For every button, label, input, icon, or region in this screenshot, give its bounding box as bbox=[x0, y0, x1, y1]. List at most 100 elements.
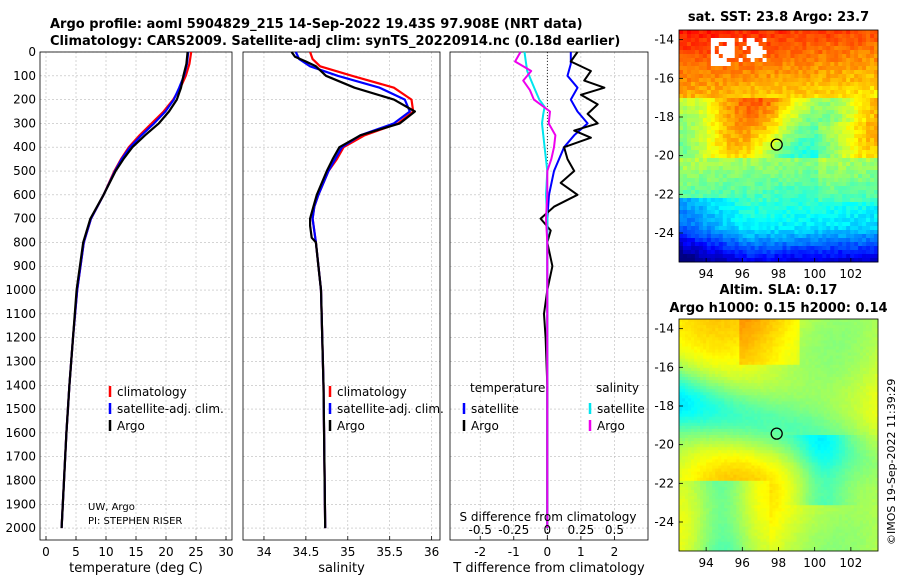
map-cell bbox=[874, 110, 879, 115]
map-cell bbox=[862, 322, 867, 326]
map-cell bbox=[865, 398, 870, 402]
map-cell bbox=[758, 226, 763, 231]
map-cell bbox=[798, 258, 803, 263]
map-cell bbox=[790, 246, 795, 251]
map-cell bbox=[706, 138, 712, 143]
map-cell bbox=[748, 346, 752, 350]
map-cell bbox=[806, 242, 811, 247]
map-cell bbox=[748, 395, 752, 399]
map-cell bbox=[686, 42, 692, 47]
map-cell bbox=[874, 337, 879, 341]
map-cell bbox=[874, 190, 879, 195]
map-cell bbox=[721, 328, 725, 332]
map-cell bbox=[854, 170, 859, 175]
map-cell bbox=[802, 94, 807, 99]
map-cell bbox=[750, 162, 756, 167]
map-cell bbox=[766, 325, 770, 329]
map-cell bbox=[702, 162, 708, 167]
map-cell bbox=[757, 398, 761, 402]
map-cell bbox=[682, 380, 686, 384]
map-cell bbox=[679, 126, 684, 131]
map-cell bbox=[762, 114, 767, 119]
map-cell bbox=[850, 78, 855, 83]
map-cell bbox=[766, 254, 771, 259]
map-cell bbox=[769, 383, 773, 387]
map-cell bbox=[714, 242, 720, 247]
salinity-diff-tick-label: -0.25 bbox=[498, 523, 529, 537]
map-cell bbox=[739, 361, 743, 366]
map-cell bbox=[710, 58, 716, 63]
map-cell bbox=[754, 250, 759, 255]
map-cell bbox=[826, 146, 831, 151]
map-cell bbox=[770, 78, 775, 83]
map-cell bbox=[763, 380, 767, 384]
map-cell bbox=[784, 373, 788, 378]
map-cell bbox=[787, 349, 791, 353]
map-cell bbox=[679, 90, 684, 95]
map-cell bbox=[778, 210, 783, 215]
map-cell bbox=[694, 206, 700, 211]
map-cell bbox=[686, 30, 692, 35]
x-tick-label: 35.5 bbox=[376, 545, 403, 559]
map-cell bbox=[722, 106, 728, 111]
map-cell bbox=[870, 250, 875, 255]
map-cell bbox=[814, 246, 819, 251]
map-cell bbox=[742, 86, 748, 91]
map-cell bbox=[702, 142, 708, 147]
map-cell bbox=[806, 86, 811, 91]
map-cell bbox=[754, 254, 759, 259]
map-cell bbox=[794, 102, 799, 107]
map-cell bbox=[690, 230, 696, 235]
map-cell bbox=[802, 206, 807, 211]
map-cell bbox=[865, 322, 870, 326]
map-cell bbox=[758, 186, 763, 191]
map-cell bbox=[710, 190, 716, 195]
map-cell bbox=[820, 358, 825, 363]
map-cell bbox=[874, 328, 879, 332]
map-cell bbox=[758, 166, 763, 171]
map-cell bbox=[766, 30, 771, 35]
map-cell bbox=[778, 174, 783, 179]
map-cell bbox=[774, 118, 779, 123]
map-cell bbox=[757, 370, 761, 375]
map-cell bbox=[874, 210, 879, 215]
map-cell bbox=[718, 174, 724, 179]
map-cell bbox=[702, 70, 708, 75]
map-cell bbox=[850, 386, 855, 390]
map-cell bbox=[806, 226, 811, 231]
map-cell bbox=[694, 154, 700, 159]
map-cell bbox=[702, 182, 708, 187]
map-cell bbox=[810, 94, 815, 99]
map-cell bbox=[793, 377, 797, 381]
map-cell bbox=[786, 246, 791, 251]
map-cell bbox=[823, 364, 828, 369]
map-cell bbox=[750, 178, 756, 183]
map-cell bbox=[712, 328, 716, 332]
map-cell bbox=[730, 178, 736, 183]
map-cell bbox=[698, 198, 704, 203]
map-cell bbox=[866, 250, 871, 255]
map-cell bbox=[736, 395, 740, 399]
map-cell bbox=[739, 322, 743, 326]
map-cell bbox=[766, 395, 770, 399]
map-cell bbox=[698, 194, 704, 199]
map-cell bbox=[686, 90, 692, 95]
map-cell bbox=[754, 226, 759, 231]
map-cell bbox=[823, 377, 828, 381]
map-cell bbox=[802, 319, 807, 323]
map-cell bbox=[818, 130, 823, 135]
map-cell bbox=[763, 364, 767, 369]
map-cell bbox=[799, 373, 804, 378]
map-cell bbox=[763, 377, 767, 381]
map-cell bbox=[715, 392, 719, 396]
map-cell bbox=[682, 94, 688, 99]
map-cell bbox=[721, 386, 725, 390]
map-cell bbox=[868, 352, 873, 357]
map-cell bbox=[814, 319, 819, 323]
map-cell bbox=[810, 190, 815, 195]
map-cell bbox=[838, 126, 843, 131]
map-cell bbox=[742, 194, 748, 199]
map-cell bbox=[724, 380, 728, 384]
map-cell bbox=[750, 218, 756, 223]
map-cell bbox=[774, 174, 779, 179]
